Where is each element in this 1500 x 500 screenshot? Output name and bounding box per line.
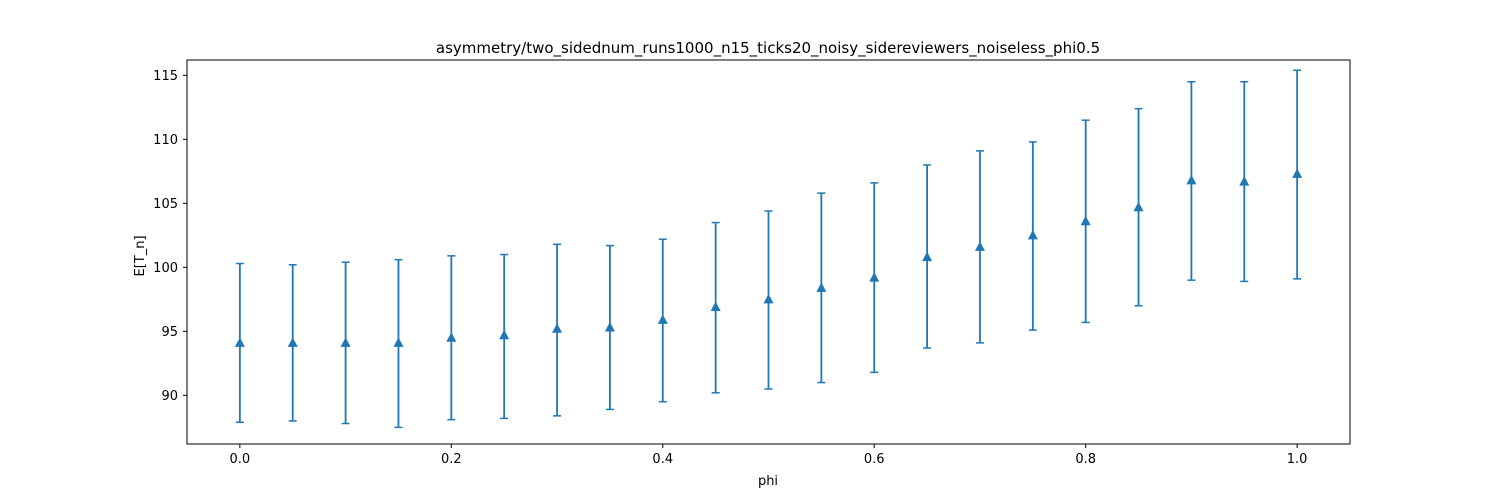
y-tick-label: 115 bbox=[153, 69, 178, 84]
data-point-triangle bbox=[393, 337, 404, 347]
x-tick-label: 0.6 bbox=[864, 452, 885, 467]
data-point-triangle bbox=[287, 337, 298, 347]
x-tick-label: 0.2 bbox=[441, 452, 462, 467]
y-tick-label: 100 bbox=[153, 261, 178, 276]
y-tick-label: 105 bbox=[153, 197, 178, 212]
data-point-triangle bbox=[340, 337, 351, 347]
x-tick-label: 0.0 bbox=[230, 452, 251, 467]
data-point-triangle bbox=[604, 322, 615, 332]
data-point-triangle bbox=[1186, 174, 1197, 185]
data-point-triangle bbox=[974, 241, 985, 251]
data-point-triangle bbox=[1080, 215, 1091, 226]
data-point-triangle bbox=[234, 337, 245, 347]
data-point-triangle bbox=[710, 301, 721, 312]
data-point-triangle bbox=[499, 329, 510, 340]
y-tick-label: 90 bbox=[161, 389, 178, 404]
data-point-triangle bbox=[1133, 201, 1144, 212]
x-axis: 0.0 0.2 0.4 0.6 0.8 1.0 bbox=[230, 444, 1308, 467]
data-point-triangle bbox=[1292, 168, 1303, 178]
x-axis-label: phi bbox=[758, 474, 778, 489]
x-tick-label: 0.4 bbox=[652, 452, 673, 467]
chart-title: asymmetry/two_sidednum_runs1000_n15_tick… bbox=[436, 39, 1100, 58]
data-point-triangle bbox=[1027, 229, 1038, 240]
data-point-triangle bbox=[922, 251, 933, 262]
data-point-triangle bbox=[1239, 176, 1250, 186]
data-point-triangle bbox=[552, 323, 563, 333]
chart-marks bbox=[234, 69, 1303, 429]
data-point-triangle bbox=[657, 314, 668, 324]
x-tick-label: 1.0 bbox=[1287, 452, 1308, 467]
data-point-triangle bbox=[816, 282, 827, 292]
data-point-triangle bbox=[446, 332, 457, 342]
y-tick-label: 110 bbox=[153, 133, 178, 148]
x-tick-label: 0.8 bbox=[1075, 452, 1096, 467]
data-point-triangle bbox=[763, 293, 774, 304]
y-axis: 90 95 100 105 110 115 bbox=[153, 69, 187, 404]
y-axis-label: E[T_n] bbox=[133, 235, 148, 276]
plot-area-frame bbox=[186, 59, 1351, 445]
data-point-triangle bbox=[869, 272, 880, 282]
y-tick-label: 95 bbox=[161, 325, 178, 340]
